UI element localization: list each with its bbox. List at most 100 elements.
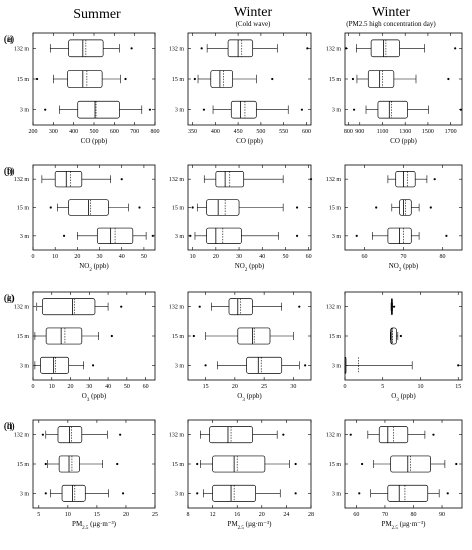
outlier-point bbox=[457, 364, 460, 367]
box-132m: 132 m bbox=[14, 298, 155, 316]
category-label: 3 m bbox=[20, 108, 30, 114]
x-tick-label: 30 bbox=[86, 384, 92, 390]
x-tick-label: 10 bbox=[49, 384, 55, 390]
category-label: 3 m bbox=[332, 108, 342, 114]
iqr-box bbox=[246, 356, 283, 374]
panel-d: (d) 5 10 15 20 25 PM2.5 (µg·m⁻³) 132 m 15 m 3 m bbox=[4, 419, 158, 531]
x-tick-label: 1300 bbox=[399, 129, 411, 135]
box-15m: 15 m bbox=[17, 327, 155, 345]
category-label: 132 m bbox=[326, 433, 342, 439]
column-titles: Summer Winter (Cold wave) Winter (PM2.5 … bbox=[73, 5, 436, 28]
panel-label: (g) bbox=[4, 293, 15, 303]
category-label: 132 m bbox=[14, 177, 30, 183]
iqr-box bbox=[40, 356, 70, 374]
x-tick-label: 20 bbox=[259, 512, 265, 518]
x-tick-label: 30 bbox=[236, 254, 242, 260]
outlier-point bbox=[271, 77, 274, 81]
box-132m: 132 m bbox=[169, 426, 311, 444]
x-tick-label: 10 bbox=[417, 384, 423, 390]
box-132m: 132 m bbox=[326, 39, 462, 58]
outlier-point bbox=[44, 462, 47, 466]
x-tick-label: 800 bbox=[344, 129, 353, 135]
x-tick-label: 25 bbox=[152, 512, 158, 518]
x-tick-label: 15 bbox=[94, 512, 100, 518]
box-132m: 132 m bbox=[169, 298, 311, 316]
category-label: 15 m bbox=[329, 206, 342, 212]
x-axis-label: O3 (ppb) bbox=[391, 392, 416, 403]
x-tick-label: 50 bbox=[141, 254, 147, 260]
category-label: 15 m bbox=[172, 334, 185, 340]
x-tick-label: 60 bbox=[143, 384, 149, 390]
outlier-point bbox=[358, 492, 361, 495]
x-axis-label: NO2 (ppb) bbox=[79, 262, 109, 273]
outlier-point bbox=[138, 206, 141, 209]
category-label: 15 m bbox=[329, 462, 342, 468]
x-tick-label: 40 bbox=[259, 254, 265, 260]
category-label: 132 m bbox=[169, 46, 185, 52]
category-label: 3 m bbox=[20, 234, 30, 240]
outlier-point bbox=[294, 492, 297, 495]
outlier-point bbox=[399, 334, 402, 338]
category-label: 3 m bbox=[20, 491, 30, 497]
box-132m: 132 m bbox=[169, 171, 313, 188]
panel-c: (c) 0 10 20 30 40 50 60 O3 (ppb) 132 m 15 m 3 m bbox=[4, 291, 156, 403]
box-3m: 3 m bbox=[20, 484, 155, 502]
iqr-box bbox=[212, 455, 266, 473]
category-label: 15 m bbox=[329, 77, 342, 83]
category-label: 132 m bbox=[169, 177, 185, 183]
outlier-point bbox=[204, 364, 207, 367]
x-tick-label: 60 bbox=[362, 254, 368, 260]
outlier-point bbox=[200, 47, 203, 50]
x-axis-label: O3 (ppb) bbox=[237, 392, 262, 403]
outlier-point bbox=[196, 492, 199, 495]
iqr-box bbox=[395, 171, 416, 188]
panel-label: (c) bbox=[4, 293, 14, 303]
outlier-point bbox=[447, 77, 450, 81]
iqr-box bbox=[45, 327, 83, 345]
x-tick-label: 5 bbox=[37, 512, 40, 518]
outlier-point bbox=[192, 334, 195, 338]
category-label: 132 m bbox=[169, 433, 185, 439]
category-label: 15 m bbox=[17, 462, 30, 468]
column-subtitle-pm25: (PM2.5 high concentration day) bbox=[346, 20, 436, 28]
outlier-point bbox=[294, 462, 297, 466]
x-tick-label: 10 bbox=[190, 254, 196, 260]
panel-j: (j) 60 70 80 NO2 (ppb) 132 m 15 m 3 m bbox=[4, 164, 463, 273]
box-15m: 15 m bbox=[17, 455, 155, 473]
iqr-box bbox=[230, 100, 257, 119]
x-tick-label: 15 bbox=[455, 384, 461, 390]
box-132m: 132 m bbox=[326, 426, 462, 444]
outlier-point bbox=[41, 433, 44, 436]
outlier-point bbox=[151, 234, 154, 237]
iqr-box bbox=[399, 199, 412, 216]
outlier-point bbox=[120, 178, 123, 181]
x-tick-label: 400 bbox=[211, 129, 220, 135]
box-15m: 15 m bbox=[329, 455, 462, 473]
category-label: 15 m bbox=[172, 77, 185, 83]
box-15m: 15 m bbox=[172, 327, 311, 345]
panel-label: (e) bbox=[4, 34, 14, 44]
x-tick-label: 70 bbox=[401, 254, 407, 260]
box-3m: 3 m bbox=[175, 356, 311, 374]
panel-l: (l) 60 70 80 90 PM2.5 (µg·m⁻³) 132 m 15 m 3 m bbox=[4, 419, 463, 531]
outlier-point bbox=[454, 47, 457, 50]
iqr-box bbox=[387, 484, 429, 502]
x-tick-label: 60 bbox=[306, 254, 312, 260]
outlier-point bbox=[110, 334, 113, 338]
panel-label: (h) bbox=[4, 421, 15, 431]
x-tick-label: 28 bbox=[308, 512, 314, 518]
x-axis-label: PM2.5 (µg·m⁻³) bbox=[382, 520, 427, 531]
column-subtitle-cold-wave: (Cold wave) bbox=[236, 20, 271, 28]
box-3m: 3 m bbox=[332, 356, 462, 374]
outlier-point bbox=[91, 364, 95, 367]
outlier-point bbox=[282, 433, 285, 436]
category-label: 15 m bbox=[17, 206, 30, 212]
outlier-point bbox=[148, 108, 152, 111]
box-132m: 132 m bbox=[326, 171, 462, 188]
box-15m: 15 m bbox=[17, 70, 155, 88]
outlier-point bbox=[202, 108, 206, 111]
box-15m: 15 m bbox=[329, 327, 462, 345]
